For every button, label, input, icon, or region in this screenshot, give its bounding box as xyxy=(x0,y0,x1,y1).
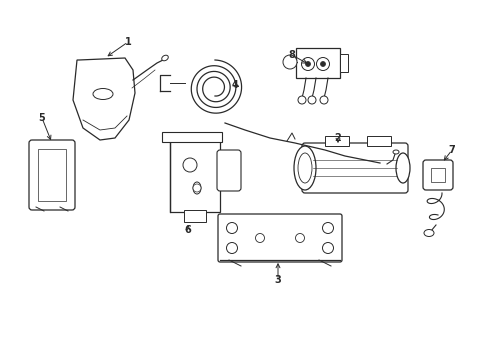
Bar xyxy=(162,132,222,142)
Bar xyxy=(295,48,339,78)
Ellipse shape xyxy=(423,230,433,237)
Circle shape xyxy=(297,96,305,104)
Bar xyxy=(183,210,205,222)
Ellipse shape xyxy=(93,89,113,99)
Ellipse shape xyxy=(162,55,168,61)
Bar xyxy=(38,149,66,201)
Circle shape xyxy=(301,58,314,71)
FancyBboxPatch shape xyxy=(217,150,241,191)
Bar xyxy=(325,136,348,146)
Text: 7: 7 xyxy=(447,145,454,155)
Bar xyxy=(366,136,390,146)
Ellipse shape xyxy=(293,146,315,190)
Circle shape xyxy=(226,222,237,234)
Text: 5: 5 xyxy=(39,113,45,123)
FancyBboxPatch shape xyxy=(302,143,407,193)
Bar xyxy=(170,140,220,212)
Circle shape xyxy=(193,184,201,192)
Circle shape xyxy=(307,96,315,104)
FancyBboxPatch shape xyxy=(422,160,452,190)
Ellipse shape xyxy=(395,153,409,183)
Text: 2: 2 xyxy=(334,133,341,143)
Circle shape xyxy=(320,62,325,67)
Circle shape xyxy=(305,62,310,67)
Text: 4: 4 xyxy=(231,80,238,90)
Text: 3: 3 xyxy=(274,275,281,285)
Circle shape xyxy=(255,234,264,243)
Bar xyxy=(430,168,444,182)
FancyBboxPatch shape xyxy=(218,214,341,262)
Ellipse shape xyxy=(193,182,201,194)
Circle shape xyxy=(316,58,329,71)
FancyBboxPatch shape xyxy=(29,140,75,210)
Circle shape xyxy=(322,222,333,234)
Text: 6: 6 xyxy=(184,225,191,235)
Bar xyxy=(339,54,347,72)
Circle shape xyxy=(183,158,197,172)
Circle shape xyxy=(295,234,304,243)
Circle shape xyxy=(283,55,296,69)
Text: 1: 1 xyxy=(124,37,131,47)
Ellipse shape xyxy=(297,153,311,183)
Polygon shape xyxy=(73,58,135,140)
Circle shape xyxy=(322,243,333,253)
Text: 8: 8 xyxy=(288,50,295,60)
Circle shape xyxy=(226,243,237,253)
Ellipse shape xyxy=(392,150,398,154)
Circle shape xyxy=(319,96,327,104)
